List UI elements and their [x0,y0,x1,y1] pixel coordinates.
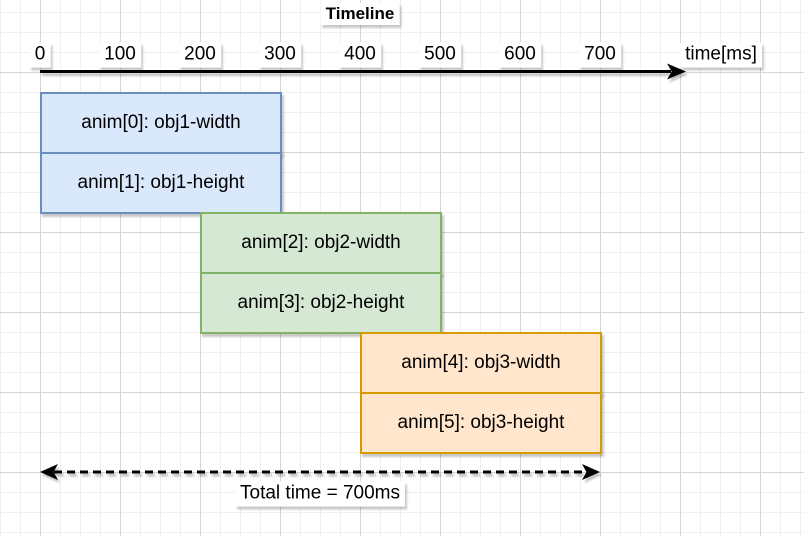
timeline-bar-anim-2: anim[2]: obj2-width [200,212,442,274]
bar-label: anim[1]: obj1-height [77,172,245,193]
total-time-label: Total time = 700ms [235,481,405,507]
time-axis-unit-label: time[ms] [680,42,762,68]
timeline-bar-anim-0: anim[0]: obj1-width [40,92,282,154]
tick-label-100: 100 [99,42,141,68]
bar-label: anim[0]: obj1-width [81,112,241,133]
total-time-arrow [40,464,600,480]
diagram-title: Timeline [320,3,400,26]
bar-label: anim[2]: obj2-width [241,232,401,253]
tick-label-200: 200 [179,42,221,68]
timeline-bar-anim-3: anim[3]: obj2-height [200,272,442,334]
tick-label-500: 500 [419,42,461,68]
timeline-bar-anim-1: anim[1]: obj1-height [40,152,282,214]
timeline-bar-anim-4: anim[4]: obj3-width [360,332,602,394]
tick-label-300: 300 [259,42,301,68]
bar-label: anim[5]: obj3-height [397,412,565,433]
tick-label-700: 700 [579,42,621,68]
bar-label: anim[4]: obj3-width [401,352,561,373]
tick-label-600: 600 [499,42,541,68]
total-time-left-arrowhead-icon [40,464,58,480]
tick-label-0: 0 [29,42,51,68]
timeline-bar-anim-5: anim[5]: obj3-height [360,392,602,454]
bar-label: anim[3]: obj2-height [237,292,405,313]
tick-label-400: 400 [339,42,381,68]
total-time-right-arrowhead-icon [582,464,600,480]
